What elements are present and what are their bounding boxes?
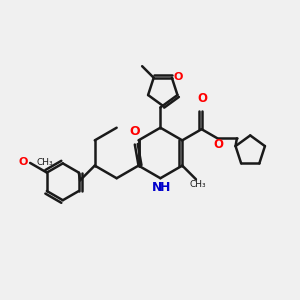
Text: O: O (197, 92, 207, 105)
Text: O: O (18, 157, 28, 167)
Text: O: O (173, 72, 182, 82)
Text: O: O (213, 138, 224, 151)
Text: N: N (152, 181, 162, 194)
Text: CH₃: CH₃ (36, 158, 53, 166)
Text: H: H (160, 181, 170, 194)
Text: CH₃: CH₃ (189, 180, 206, 189)
Text: O: O (130, 125, 140, 138)
